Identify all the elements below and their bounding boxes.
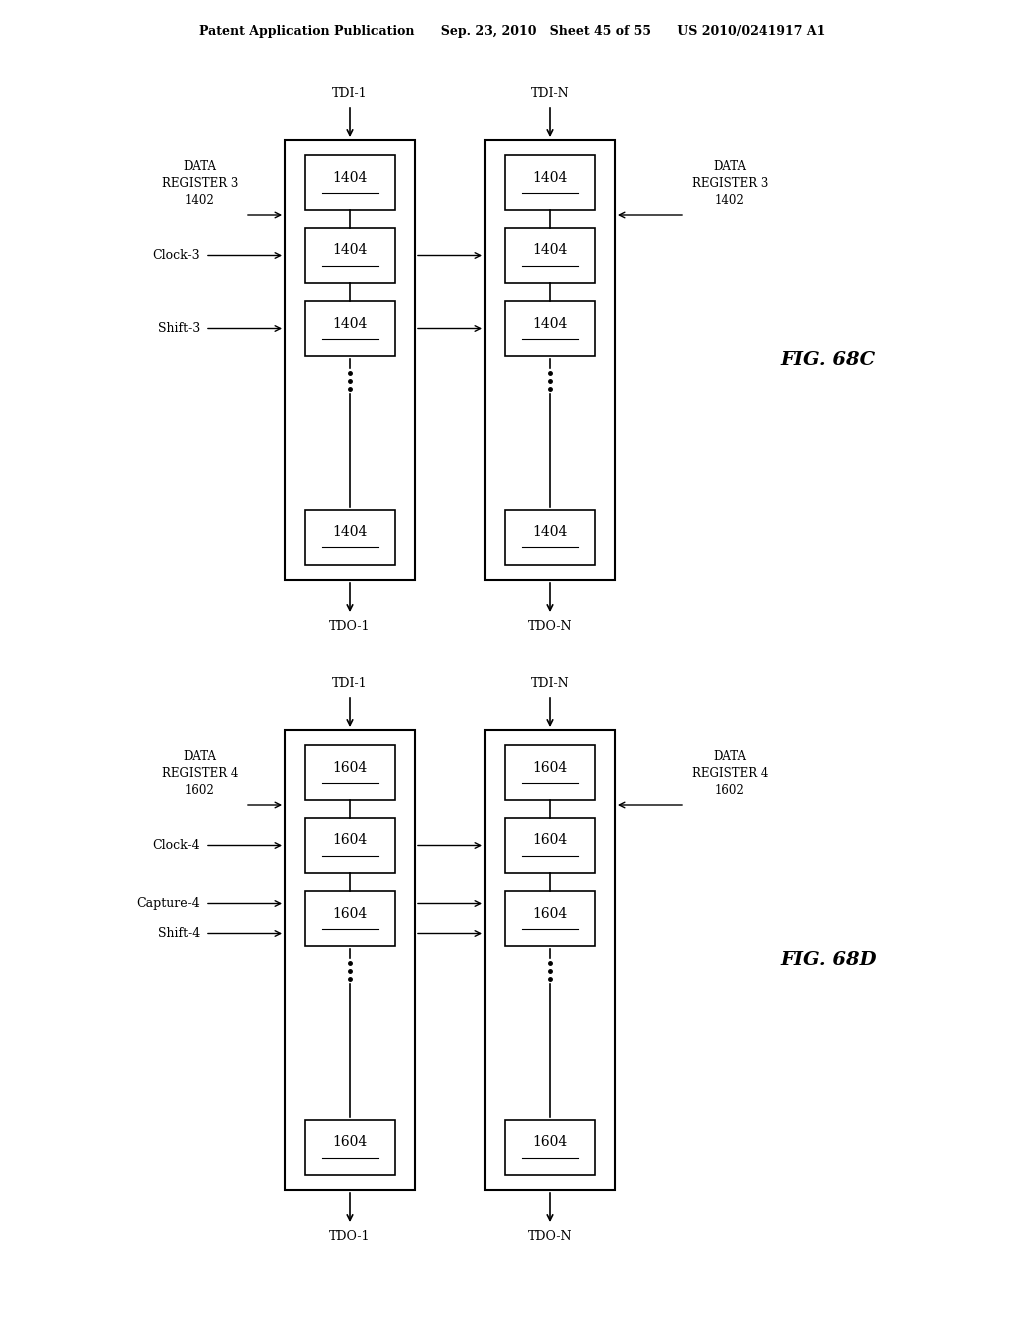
Text: 1604: 1604 — [333, 760, 368, 775]
Text: Clock-4: Clock-4 — [153, 840, 200, 851]
Text: 1604: 1604 — [333, 1135, 368, 1150]
Text: 1604: 1604 — [532, 760, 567, 775]
Text: 1604: 1604 — [532, 833, 567, 847]
FancyBboxPatch shape — [505, 510, 595, 565]
Text: TDO-N: TDO-N — [527, 620, 572, 634]
Text: TDO-1: TDO-1 — [330, 620, 371, 634]
Text: TDI-1: TDI-1 — [332, 677, 368, 690]
Text: DATA
REGISTER 3
1402: DATA REGISTER 3 1402 — [692, 160, 768, 207]
Text: 1604: 1604 — [333, 907, 368, 920]
Text: DATA
REGISTER 4
1602: DATA REGISTER 4 1602 — [692, 750, 768, 797]
Text: TDO-N: TDO-N — [527, 1230, 572, 1243]
Text: Shift-4: Shift-4 — [158, 927, 200, 940]
Text: 1404: 1404 — [333, 317, 368, 330]
Text: 1404: 1404 — [333, 243, 368, 257]
Text: FIG. 68C: FIG. 68C — [780, 351, 876, 370]
Text: 1404: 1404 — [333, 170, 368, 185]
FancyBboxPatch shape — [285, 730, 415, 1191]
FancyBboxPatch shape — [505, 228, 595, 282]
Text: FIG. 68D: FIG. 68D — [780, 950, 877, 969]
Text: Capture-4: Capture-4 — [136, 898, 200, 909]
FancyBboxPatch shape — [505, 301, 595, 356]
Text: 1604: 1604 — [333, 833, 368, 847]
FancyBboxPatch shape — [305, 818, 395, 873]
FancyBboxPatch shape — [505, 891, 595, 946]
Text: TDI-N: TDI-N — [530, 677, 569, 690]
FancyBboxPatch shape — [505, 1119, 595, 1175]
Text: 1404: 1404 — [532, 525, 567, 540]
Text: TDO-1: TDO-1 — [330, 1230, 371, 1243]
Text: TDI-N: TDI-N — [530, 87, 569, 100]
FancyBboxPatch shape — [505, 818, 595, 873]
FancyBboxPatch shape — [305, 1119, 395, 1175]
Text: 1404: 1404 — [333, 525, 368, 540]
Text: Shift-3: Shift-3 — [158, 322, 200, 335]
Text: TDI-1: TDI-1 — [332, 87, 368, 100]
Text: 1604: 1604 — [532, 1135, 567, 1150]
Text: 1604: 1604 — [532, 907, 567, 920]
Text: DATA
REGISTER 4
1602: DATA REGISTER 4 1602 — [162, 750, 239, 797]
FancyBboxPatch shape — [305, 891, 395, 946]
Text: 1404: 1404 — [532, 317, 567, 330]
Text: Patent Application Publication      Sep. 23, 2010   Sheet 45 of 55      US 2010/: Patent Application Publication Sep. 23, … — [199, 25, 825, 38]
FancyBboxPatch shape — [485, 140, 615, 579]
Text: 1404: 1404 — [532, 170, 567, 185]
Text: Clock-3: Clock-3 — [153, 249, 200, 261]
FancyBboxPatch shape — [485, 730, 615, 1191]
Text: DATA
REGISTER 3
1402: DATA REGISTER 3 1402 — [162, 160, 239, 207]
FancyBboxPatch shape — [305, 154, 395, 210]
FancyBboxPatch shape — [505, 154, 595, 210]
FancyBboxPatch shape — [305, 510, 395, 565]
FancyBboxPatch shape — [305, 228, 395, 282]
FancyBboxPatch shape — [305, 301, 395, 356]
FancyBboxPatch shape — [505, 744, 595, 800]
FancyBboxPatch shape — [305, 744, 395, 800]
Text: 1404: 1404 — [532, 243, 567, 257]
FancyBboxPatch shape — [285, 140, 415, 579]
